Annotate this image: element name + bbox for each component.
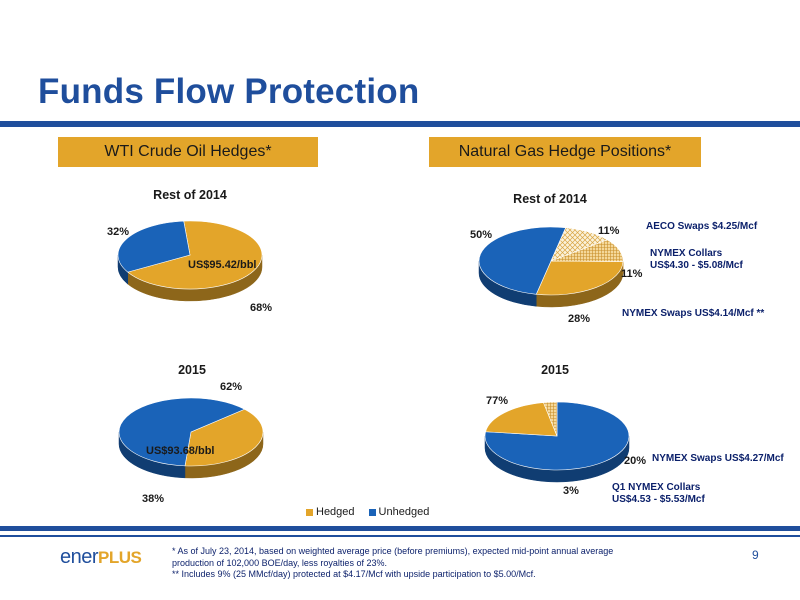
- gas-2014-collars-label: 11%: [621, 268, 643, 280]
- gas-2015-collars-annotation-2: US$4.53 - $5.53/Mcf: [612, 494, 705, 505]
- legend-swatch-unhedged: [368, 508, 376, 516]
- legend-swatch-hedged: [306, 508, 313, 516]
- oil-2014-hedged-label: 68%: [250, 302, 272, 314]
- footnote-line-1: * As of July 23, 2014, based on weighted…: [172, 546, 614, 556]
- company-logo: enerPLUS: [60, 546, 142, 568]
- oil-2014-unhedged-label: 32%: [107, 226, 129, 238]
- oil-section-header: WTI Crude Oil Hedges*: [58, 137, 318, 167]
- oil-2015-hedged-label: 38%: [142, 493, 164, 505]
- pie-1-slice-0: [184, 408, 264, 467]
- page-number: 9: [752, 548, 759, 562]
- pie-2-slice-3: [550, 239, 624, 262]
- legend-item-unhedged: Unhedged: [368, 506, 429, 518]
- oil-2015-unhedged-label: 62%: [220, 381, 242, 393]
- footnotes: * As of July 23, 2014, based on weighted…: [172, 546, 732, 581]
- gas-2014-swaps-annotation: NYMEX Swaps US$4.14/Mcf **: [622, 308, 764, 319]
- gas-2015-swaps-annotation: NYMEX Swaps US$4.27/Mcf: [652, 453, 784, 464]
- footnote-line-2: production of 102,000 BOE/day, less roya…: [172, 557, 387, 568]
- gas-2014-collars-annotation-1: NYMEX Collars: [650, 248, 723, 259]
- gas-2014-collars-annotation-2: US$4.30 - $5.08/Mcf: [650, 260, 743, 271]
- header-rule: [0, 121, 800, 127]
- pie-3-slice-2: [543, 401, 558, 437]
- page-title: Funds Flow Protection: [38, 72, 420, 111]
- footnote-line-3: ** Includes 9% (25 MMcf/day) protected a…: [172, 569, 536, 579]
- gas-2015-collars-label: 3%: [563, 485, 579, 497]
- gas-2015-title: 2015: [541, 363, 569, 377]
- legend-item-hedged: Hedged: [306, 506, 355, 518]
- gas-2014-aeco-annotation: AECO Swaps $4.25/Mcf: [646, 221, 758, 232]
- chart-legend: Hedged Unhedged: [306, 506, 429, 518]
- footer-rule-thin: [0, 535, 800, 537]
- gas-section-header: Natural Gas Hedge Positions*: [429, 137, 701, 167]
- gas-2014-title: Rest of 2014: [513, 192, 587, 206]
- pie-1-slice-1: [118, 397, 246, 467]
- gas-2014-aeco-label: 11%: [598, 225, 620, 237]
- oil-2015-price-label: US$93.68/bbl: [146, 445, 214, 457]
- gas-2015-unhedged-label: 77%: [486, 395, 508, 407]
- oil-2015-title: 2015: [178, 363, 206, 377]
- gas-2014-unhedged-label: 50%: [470, 229, 492, 241]
- gas-2015-collars-annotation-1: Q1 NYMEX Collars: [612, 482, 701, 493]
- footer-rule: [0, 526, 800, 531]
- pie-0-slice-1: [117, 220, 191, 273]
- oil-2014-price-label: US$95.42/bbl: [188, 259, 256, 271]
- pie-2-slice-0: [535, 260, 624, 296]
- gas-2014-swaps-label: 28%: [568, 313, 590, 325]
- pie-3-slice-1: [485, 402, 558, 437]
- pie-0-slice-0: [127, 220, 263, 290]
- pie-2-slice-1: [479, 226, 567, 295]
- oil-2014-title: Rest of 2014: [153, 188, 227, 202]
- gas-2015-swaps-label: 20%: [624, 455, 646, 467]
